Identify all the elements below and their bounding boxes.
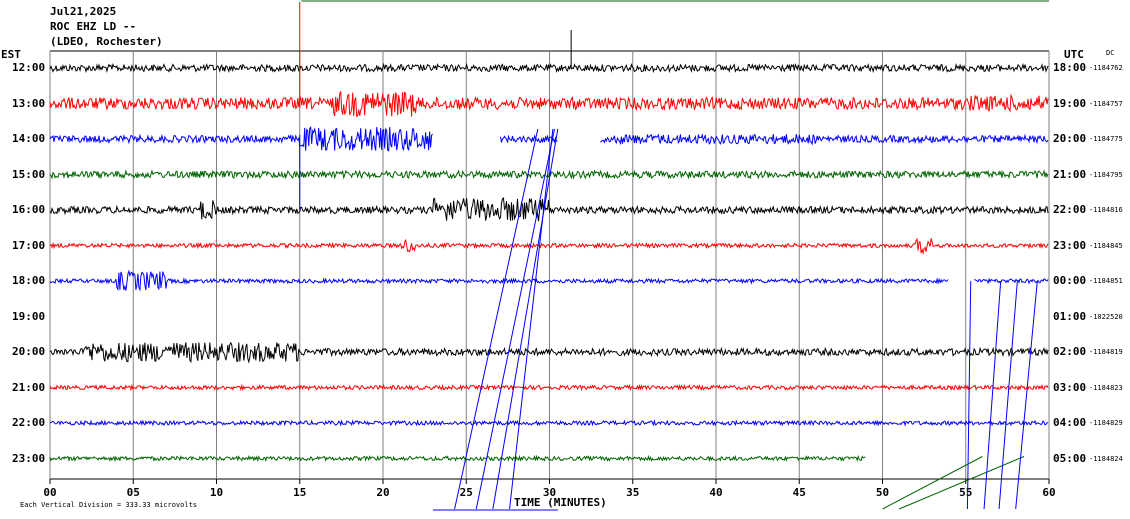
utc-hour-label: 22:00 bbox=[1053, 203, 1087, 216]
x-tick-label: 15 bbox=[293, 486, 306, 499]
trace-2100 bbox=[49, 383, 1049, 392]
x-tick-label: 10 bbox=[210, 486, 223, 499]
sync-line bbox=[1015, 280, 1038, 510]
est-hour-label: 12:00 bbox=[12, 61, 46, 74]
dc-offset-label: -1184795 bbox=[1089, 170, 1123, 179]
dc-offset-label: -1184845 bbox=[1089, 241, 1123, 250]
sync-line bbox=[998, 280, 1018, 510]
x-axis-title: TIME (MINUTES) bbox=[514, 496, 607, 509]
utc-hour-label: 20:00 bbox=[1053, 132, 1087, 145]
date-label: Jul21,2025 bbox=[50, 5, 117, 18]
dc-axis-title: DC bbox=[1106, 49, 1115, 57]
trace-2300 bbox=[49, 454, 866, 463]
dc-offset-label: -1184757 bbox=[1089, 99, 1123, 108]
utc-hour-label: 02:00 bbox=[1053, 345, 1087, 358]
utc-hour-label: 18:00 bbox=[1053, 61, 1087, 74]
dc-offset-label: -1184829 bbox=[1089, 419, 1123, 427]
trace-2000 bbox=[49, 341, 1049, 364]
x-tick-label: 05 bbox=[127, 486, 140, 499]
dc-offset-label: -1022520 bbox=[1089, 312, 1123, 321]
est-hour-label: 20:00 bbox=[12, 345, 46, 358]
sync-line bbox=[983, 280, 1002, 510]
dc-offset-label: -1184762 bbox=[1089, 64, 1123, 72]
dc-offset-label: -1184851 bbox=[1089, 277, 1123, 285]
trace-1600 bbox=[49, 197, 1049, 222]
trace-2200 bbox=[49, 419, 1048, 427]
utc-hour-label: 00:00 bbox=[1053, 274, 1087, 287]
dc-offset-label: -1184816 bbox=[1089, 206, 1123, 214]
network-label: (LDEO, Rochester) bbox=[50, 35, 163, 48]
x-tick-label: 35 bbox=[626, 486, 639, 499]
utc-hour-label: 01:00 bbox=[1053, 309, 1087, 323]
sync-line bbox=[454, 128, 539, 510]
utc-hour-label: 23:00 bbox=[1053, 238, 1087, 252]
est-hour-label: 15:00 bbox=[12, 167, 46, 181]
est-hour-label: 22:00 bbox=[12, 416, 46, 429]
utc-axis-title: UTC bbox=[1064, 48, 1084, 61]
est-hour-label: 13:00 bbox=[12, 96, 46, 110]
trace-1300 bbox=[49, 91, 1049, 118]
sync-line bbox=[475, 128, 555, 510]
footer-note: Each Vertical Division = 333.33 microvol… bbox=[20, 501, 198, 509]
trace-1700 bbox=[49, 237, 1049, 255]
x-tick-label: 00 bbox=[43, 486, 56, 499]
dc-offset-label: -1184819 bbox=[1089, 348, 1123, 356]
est-hour-label: 21:00 bbox=[12, 380, 46, 394]
dc-offset-label: -1184824 bbox=[1089, 454, 1123, 463]
utc-hour-label: 19:00 bbox=[1053, 96, 1087, 110]
station-label: ROC EHZ LD -- bbox=[50, 20, 137, 33]
est-axis-title: EST bbox=[1, 48, 21, 61]
est-hour-label: 23:00 bbox=[12, 451, 46, 465]
est-hour-label: 16:00 bbox=[12, 203, 46, 216]
sync-line bbox=[509, 128, 554, 510]
x-tick-label: 20 bbox=[376, 486, 389, 499]
dc-offset-label: -1184775 bbox=[1089, 135, 1123, 143]
x-tick-label: 60 bbox=[1042, 486, 1055, 499]
sync-line bbox=[966, 280, 972, 510]
dc-offset-label: -1184823 bbox=[1089, 383, 1123, 392]
utc-hour-label: 03:00 bbox=[1053, 380, 1087, 394]
x-tick-label: 55 bbox=[959, 486, 972, 499]
trace-1400 bbox=[49, 126, 1049, 152]
est-hour-label: 14:00 bbox=[12, 132, 46, 145]
x-tick-label: 40 bbox=[709, 486, 722, 499]
x-tick-label: 30 bbox=[543, 486, 556, 499]
utc-hour-label: 05:00 bbox=[1053, 451, 1087, 465]
trace-1800 bbox=[49, 269, 1049, 292]
sync-line-green bbox=[898, 456, 1025, 510]
trace-1200 bbox=[49, 62, 1049, 74]
x-tick-label: 25 bbox=[460, 486, 473, 499]
est-hour-label: 18:00 bbox=[12, 274, 46, 287]
utc-hour-label: 21:00 bbox=[1053, 167, 1087, 181]
trace-1500 bbox=[49, 169, 1049, 180]
utc-hour-label: 04:00 bbox=[1053, 416, 1087, 429]
sync-line bbox=[492, 128, 559, 510]
sync-line-green bbox=[882, 456, 983, 510]
x-tick-label: 45 bbox=[793, 486, 806, 499]
x-tick-label: 50 bbox=[876, 486, 889, 499]
est-hour-label: 19:00 bbox=[12, 309, 46, 323]
est-hour-label: 17:00 bbox=[12, 238, 46, 252]
